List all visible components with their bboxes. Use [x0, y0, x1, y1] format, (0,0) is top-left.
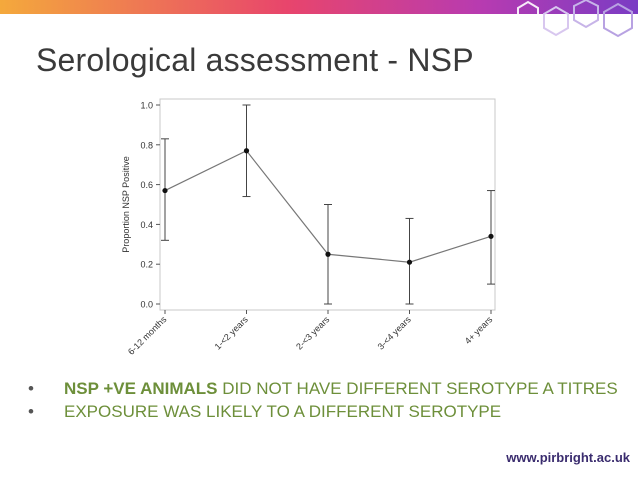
bullet-list: • NSP +VE ANIMALS DID NOT HAVE DIFFERENT…	[28, 378, 618, 424]
x-tick-label: 4+ years	[463, 314, 495, 346]
data-point	[406, 259, 413, 265]
bullet-item-1: • NSP +VE ANIMALS DID NOT HAVE DIFFERENT…	[28, 378, 618, 399]
x-tick-label: 6-12 months	[126, 314, 169, 357]
bullet-1-text: DID NOT HAVE DIFFERENT SEROTYPE A TITRES	[217, 379, 618, 398]
y-tick-label: 0.8	[140, 140, 153, 150]
data-points	[162, 148, 494, 265]
error-bars	[161, 104, 495, 305]
data-point	[243, 148, 250, 154]
x-tick-label: 2-<3 years	[294, 314, 332, 352]
data-point	[488, 233, 494, 239]
data-point	[162, 187, 168, 194]
top-gradient-bar	[0, 0, 638, 14]
y-tick-label: 0.4	[140, 220, 153, 230]
bullet-2-text: EXPOSURE WAS LIKELY TO A DIFFERENT SEROT…	[64, 402, 502, 421]
x-tick-label: 1-<2 years	[213, 314, 251, 352]
bullet-1-strong: NSP +VE ANIMALS	[64, 379, 218, 398]
y-tick-label: 0.6	[140, 180, 153, 190]
y-axis-label: Proportion NSP Positive	[121, 156, 131, 252]
footer-url: www.pirbright.ac.uk	[506, 450, 630, 465]
x-tick-label: 3-<4 years	[376, 314, 414, 352]
bullet-item-2: • EXPOSURE WAS LIKELY TO A DIFFERENT SER…	[28, 401, 618, 422]
hexagon-decoration-icon	[517, 0, 633, 38]
nsp-line-chart: 0.0 0.2 0.4 0.6 0.8 1.0 Proportion NSP Positiv…	[121, 98, 496, 357]
y-tick-label: 1.0	[140, 101, 153, 111]
slide-title: Serological assessment - NSP	[36, 42, 474, 78]
y-tick-label: 0.2	[140, 260, 153, 270]
data-point	[325, 251, 331, 257]
bullet-dot-icon: •	[28, 402, 34, 421]
y-tick-label: 0.0	[140, 300, 153, 310]
bullet-dot-icon: •	[28, 379, 34, 398]
